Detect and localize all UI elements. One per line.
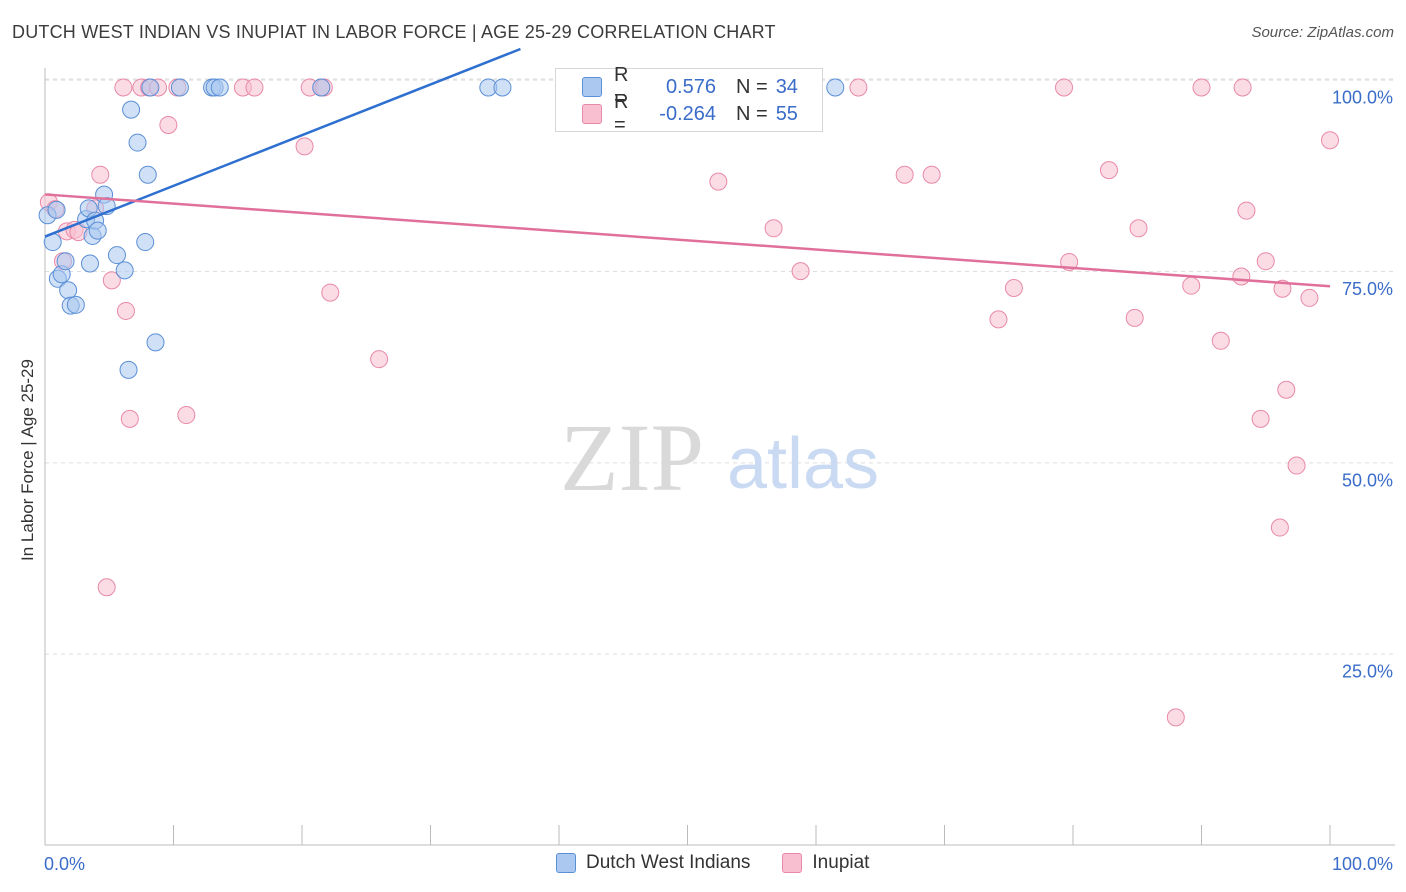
data-point (116, 301, 135, 320)
data-point (1273, 279, 1292, 298)
data-point (989, 310, 1008, 329)
data-point (146, 333, 165, 352)
data-point (119, 360, 138, 379)
y-tick-label: 50.0% (1342, 470, 1393, 490)
data-point (66, 295, 85, 314)
data-point (114, 78, 133, 97)
data-point (159, 115, 178, 134)
data-point (321, 283, 340, 302)
data-point (210, 78, 229, 97)
data-point (138, 165, 157, 184)
data-point (1270, 518, 1289, 537)
x-tick-label: 0.0% (44, 854, 85, 874)
legend-n-label: N = (736, 75, 768, 98)
y-tick-label: 100.0% (1332, 88, 1393, 108)
data-point (177, 406, 196, 425)
data-point (1287, 456, 1306, 475)
data-point (370, 350, 389, 369)
legend-n-label: N = (736, 102, 768, 125)
legend-r-label: R = (614, 64, 629, 109)
data-point (102, 271, 121, 290)
data-point (1055, 78, 1074, 97)
data-point (1321, 131, 1339, 150)
legend-n-value: 34 (775, 75, 798, 98)
legend-swatch-blue (582, 77, 602, 97)
data-point (709, 172, 728, 191)
data-point (1237, 201, 1256, 220)
legend-r-value: -0.264 (659, 102, 716, 125)
data-point (1004, 278, 1023, 297)
watermark-zip: ZIP (560, 404, 704, 511)
y-tick-label: 25.0% (1342, 662, 1393, 682)
y-axis-label: In Labor Force | Age 25-29 (18, 359, 37, 561)
data-point (1099, 161, 1118, 180)
legend-item-inupiat[interactable]: Inupiat (782, 852, 869, 874)
data-point (141, 78, 160, 97)
legend-r-value: 0.576 (665, 75, 716, 98)
chart-title: DUTCH WEST INDIAN VS INUPIAT IN LABOR FO… (12, 22, 776, 42)
data-point (1182, 276, 1201, 295)
data-point (764, 219, 783, 238)
legend-item-dutch-west-indians[interactable]: Dutch West Indians (556, 852, 750, 874)
data-point (56, 252, 75, 271)
legend-swatch-pink (582, 104, 602, 124)
data-point (493, 78, 512, 97)
data-point (91, 165, 110, 184)
data-point (88, 221, 107, 240)
data-point (922, 165, 941, 184)
data-point (312, 78, 331, 97)
data-point (1251, 409, 1270, 428)
tick-labels: 100.0% 75.0% 50.0% 25.0% 0.0% 100.0% (44, 88, 1393, 874)
data-point (245, 78, 264, 97)
y-tick-label: 75.0% (1342, 279, 1393, 299)
data-point (122, 100, 141, 119)
legend-swatch-pink (782, 853, 803, 873)
legend-row-dutch-west-indians: R = 0.576 N = 34 (556, 64, 798, 109)
data-point (1166, 708, 1185, 727)
data-point (80, 254, 99, 273)
grid-lines (45, 78, 1395, 655)
data-point (1211, 331, 1230, 350)
data-point (1256, 252, 1275, 271)
data-point (1233, 78, 1252, 97)
stats-legend: R = 0.576 N = 34 R = -0.264 N = 55 (555, 64, 823, 136)
data-point (895, 165, 914, 184)
data-point (107, 246, 126, 265)
source-label: Source: ZipAtlas.com (1251, 24, 1394, 41)
watermark: ZIP atlas (560, 404, 879, 511)
data-point (826, 78, 845, 97)
data-points (38, 78, 1339, 727)
series-legend: Dutch West Indians Inupiat (556, 852, 901, 874)
data-point (170, 78, 189, 97)
data-point (47, 200, 66, 219)
data-point (1192, 78, 1211, 97)
data-point (295, 137, 314, 156)
trend-line (44, 47, 521, 238)
data-point (1300, 288, 1319, 307)
trend-lines (44, 47, 1331, 288)
data-point (97, 578, 116, 597)
data-point (1232, 267, 1251, 286)
data-point (1125, 308, 1144, 327)
data-point (136, 233, 155, 252)
data-point (791, 262, 810, 281)
data-point (128, 133, 147, 152)
trend-line (44, 193, 1331, 288)
legend-swatch-blue (556, 853, 576, 873)
legend-r-label: R = (614, 91, 629, 136)
legend-n-value: 55 (775, 102, 798, 125)
x-tick-label: 100.0% (1332, 854, 1393, 874)
watermark-atlas: atlas (727, 424, 879, 504)
legend-label-dutch-west-indians: Dutch West Indians (586, 852, 751, 873)
data-point (1129, 219, 1148, 238)
legend-row-inupiat: R = -0.264 N = 55 (556, 91, 798, 136)
data-point (120, 409, 139, 428)
data-point (115, 261, 134, 280)
data-point (1277, 380, 1296, 399)
data-point (849, 78, 868, 97)
legend-label-inupiat: Inupiat (812, 852, 870, 873)
